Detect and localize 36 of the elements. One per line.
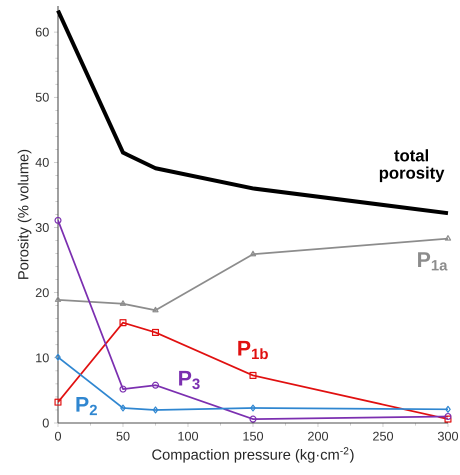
x-tick-label: 0 xyxy=(54,432,62,441)
point xyxy=(152,382,160,389)
point xyxy=(152,406,158,414)
series-label: total porosity xyxy=(380,149,444,182)
x-tick-label: 200 xyxy=(308,432,328,441)
x-tick-label: 300 xyxy=(438,432,458,441)
point xyxy=(120,404,126,412)
point xyxy=(119,386,127,393)
point xyxy=(152,328,160,336)
point xyxy=(250,250,256,256)
x-tick-label: 250 xyxy=(373,432,394,441)
y-tick-label: 30 xyxy=(36,223,49,232)
point xyxy=(249,416,257,423)
x-tick-label: 100 xyxy=(178,432,198,441)
y-tick-label: 50 xyxy=(36,92,49,102)
point xyxy=(152,306,159,312)
y-tick-label: 60 xyxy=(36,28,49,37)
series-label: P$_{1b}$ xyxy=(238,340,268,360)
point xyxy=(250,404,256,412)
series-label: P$_{3}$ xyxy=(179,370,200,390)
x-tick-label: 150 xyxy=(243,432,264,441)
line-series xyxy=(56,8,450,216)
point xyxy=(444,416,452,423)
point xyxy=(249,372,257,379)
y-tick-label: 40 xyxy=(35,158,49,167)
y-tick-label: 0 xyxy=(42,418,49,428)
y-tick-label: 10 xyxy=(36,353,49,362)
y-axis-title: Porosity (% volume) xyxy=(18,150,32,279)
point xyxy=(120,300,126,306)
y-tick-label: 20 xyxy=(36,288,49,298)
point xyxy=(54,398,62,406)
series-label: P$_{2}$ xyxy=(76,396,97,416)
point xyxy=(119,319,127,326)
series-label: P$_{1a}$ xyxy=(418,252,448,271)
x-axis-title: Compaction pressure (kg·cm$^{-2}$) xyxy=(152,447,354,463)
x-tick-label: 50 xyxy=(116,432,130,441)
